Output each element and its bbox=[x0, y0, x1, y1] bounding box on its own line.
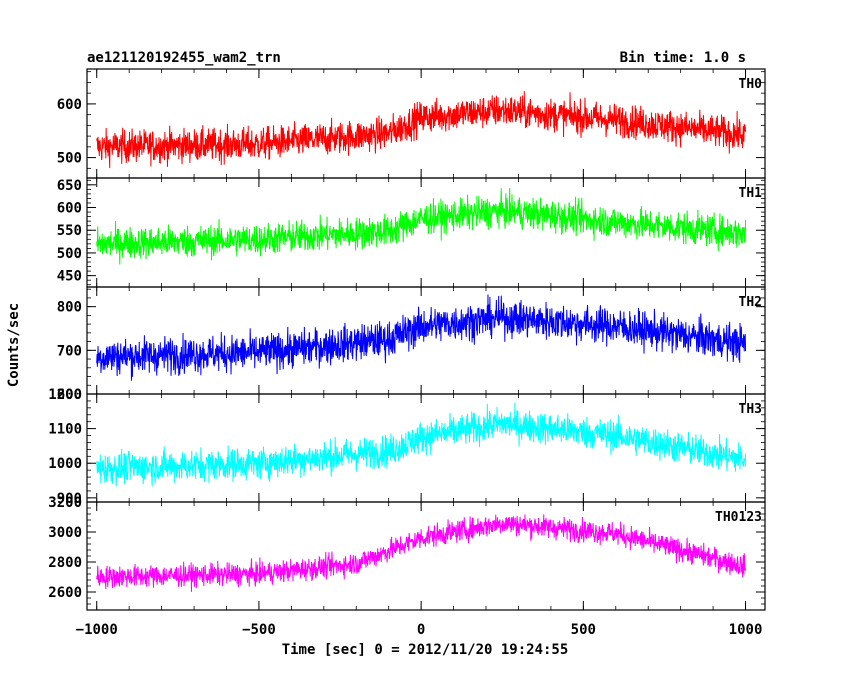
y-tick-label: 1100 bbox=[48, 422, 82, 438]
y-tick-label: 2600 bbox=[48, 585, 82, 601]
y-tick-label: 3000 bbox=[48, 525, 82, 541]
y-tick-label: 1200 bbox=[48, 387, 82, 403]
y-tick-label: 900 bbox=[57, 491, 82, 507]
panel-frame bbox=[86, 501, 766, 611]
y-tick-label: 600 bbox=[57, 97, 82, 113]
y-tick-label: 450 bbox=[57, 269, 82, 285]
bin-time-label: Bin time: 1.0 s bbox=[620, 50, 746, 66]
y-axis-label: Counts/sec bbox=[6, 303, 22, 387]
panel-th0: 500 600 TH0 bbox=[57, 68, 766, 179]
panel-label-th2: TH2 bbox=[739, 295, 762, 310]
x-tick-label: 1000 bbox=[729, 622, 763, 638]
x-tick-label: 500 bbox=[571, 622, 596, 638]
x-axis: −1000 −500 0 500 1000 bbox=[76, 622, 763, 638]
y-tick-label: 2800 bbox=[48, 555, 82, 571]
panel-th0123: 2600 2800 3000 3200 TH0123 bbox=[48, 495, 766, 611]
y-tick-label: 500 bbox=[57, 246, 82, 262]
y-tick-label: 700 bbox=[57, 343, 82, 359]
y-tick-label: 800 bbox=[57, 300, 82, 316]
panel-label-th1: TH1 bbox=[739, 186, 763, 201]
panel-label-th0123: TH0123 bbox=[715, 510, 762, 525]
series-line-th1 bbox=[96, 187, 747, 265]
panel-frame bbox=[86, 68, 766, 179]
x-tick-label: 0 bbox=[417, 622, 425, 638]
x-tick-label: −500 bbox=[242, 622, 276, 638]
y-tick-label: 500 bbox=[57, 151, 82, 167]
panel-th1: 450 500 550 600 650 TH1 bbox=[57, 177, 766, 288]
panel-label-th3: TH3 bbox=[739, 402, 762, 417]
panel-label-th0: TH0 bbox=[739, 77, 763, 92]
panel-th2: 600 700 800 TH2 bbox=[57, 286, 766, 403]
series-line-th0 bbox=[96, 91, 747, 169]
series-line-th0123 bbox=[96, 514, 747, 592]
chart-title: ae121120192455_wam2_trn bbox=[87, 50, 281, 66]
x-tick-label: −1000 bbox=[76, 622, 118, 638]
y-tick-label: 1000 bbox=[48, 456, 82, 472]
x-axis-label: Time [sec] 0 = 2012/11/20 19:24:55 bbox=[282, 642, 569, 658]
series-line-th3 bbox=[96, 402, 747, 487]
panels: 500 600 TH0 450 500 550 600 650 TH1 600 700 800 TH2 9… bbox=[48, 68, 766, 611]
series-line-th2 bbox=[96, 294, 747, 381]
y-tick-label: 3200 bbox=[48, 495, 82, 511]
y-tick-label: 650 bbox=[57, 178, 82, 194]
panel-th3: 900 1000 1100 1200 TH3 bbox=[48, 387, 766, 507]
y-tick-label: 600 bbox=[57, 387, 82, 403]
y-tick-label: 600 bbox=[57, 201, 82, 217]
y-tick-label: 550 bbox=[57, 223, 82, 239]
